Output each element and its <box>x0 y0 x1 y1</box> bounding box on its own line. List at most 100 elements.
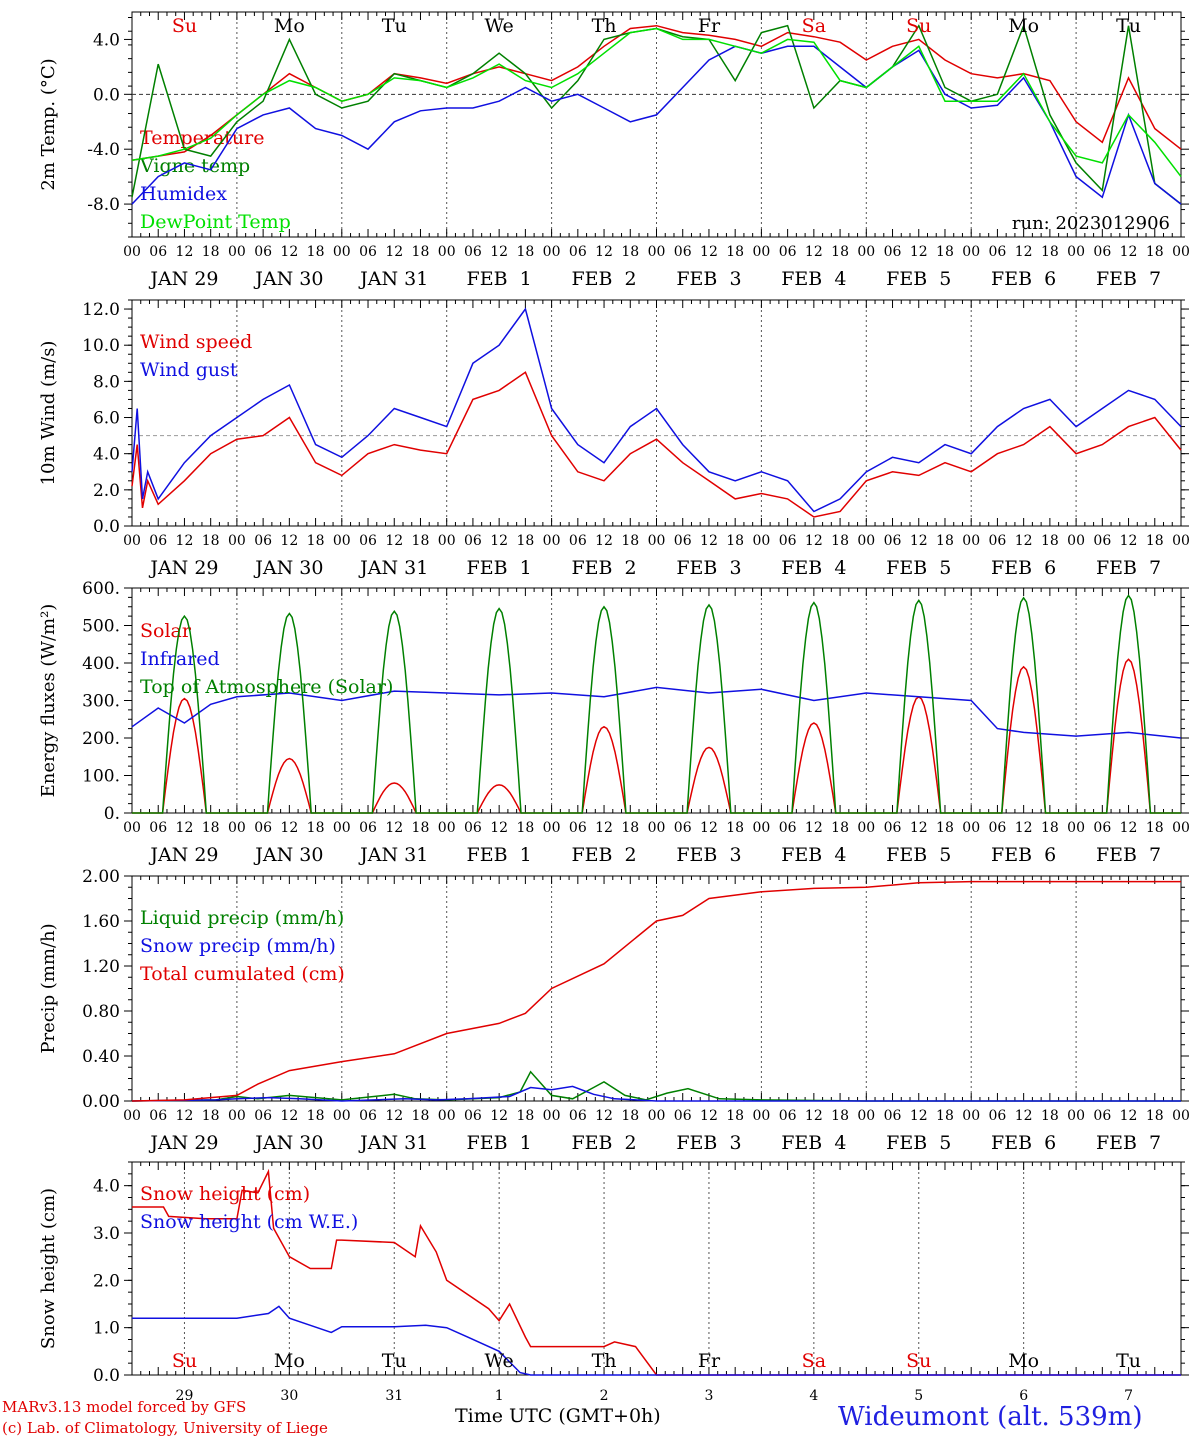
station-name: Wideumont (alt. 539m) <box>838 1402 1143 1432</box>
date-label: FEB 1 <box>467 268 532 290</box>
date-label: FEB 2 <box>571 1132 636 1154</box>
hour-tick-label: 00 <box>1172 1108 1190 1124</box>
hour-tick-label: 06 <box>464 533 482 549</box>
hour-tick-label: 00 <box>228 820 246 836</box>
hour-tick-label: 12 <box>805 1108 823 1124</box>
date-label: JAN 31 <box>358 1132 428 1154</box>
hour-tick-label: 06 <box>1093 533 1111 549</box>
day-name-label: Su <box>172 1350 197 1372</box>
hour-tick-label: 18 <box>516 820 534 836</box>
hour-tick-label: 18 <box>307 1108 325 1124</box>
hour-tick-label: 12 <box>700 1108 718 1124</box>
hour-tick-label: 18 <box>307 533 325 549</box>
hour-tick-label: 12 <box>805 820 823 836</box>
hour-tick-label: 12 <box>1015 244 1033 260</box>
hour-tick-label: 18 <box>831 1108 849 1124</box>
y-tick-label: 0. <box>104 804 120 824</box>
hour-tick-label: 18 <box>621 244 639 260</box>
day-number-label: 3 <box>704 1388 713 1404</box>
y-tick-label: 0.80 <box>82 1002 120 1022</box>
series-line-snow-height-cm- <box>132 1168 1181 1376</box>
hour-tick-label: 06 <box>569 820 587 836</box>
hour-tick-label: 00 <box>123 244 141 260</box>
hour-tick-label: 18 <box>621 820 639 836</box>
hour-tick-label: 18 <box>1041 244 1059 260</box>
hour-tick-label: 18 <box>1146 244 1164 260</box>
hour-tick-label: 06 <box>149 1108 167 1124</box>
series-line-dewpoint-temp <box>131 27 1182 178</box>
hour-tick-label: 06 <box>779 533 797 549</box>
hour-tick-label: 00 <box>857 244 875 260</box>
y-tick-label: 0.40 <box>82 1047 120 1067</box>
hour-tick-label: 06 <box>989 244 1007 260</box>
hour-tick-label: 06 <box>674 820 692 836</box>
hour-tick-label: 00 <box>648 820 666 836</box>
hour-tick-label: 06 <box>1093 820 1111 836</box>
y-tick-label: 1.20 <box>82 957 120 977</box>
date-label: JAN 30 <box>253 557 323 579</box>
y-tick-label: 3.0 <box>93 1224 120 1244</box>
date-label: JAN 29 <box>148 844 218 866</box>
hour-tick-label: 12 <box>1015 1108 1033 1124</box>
hour-tick-label: 18 <box>936 820 954 836</box>
hour-tick-label: 00 <box>438 244 456 260</box>
hour-tick-label: 00 <box>1067 533 1085 549</box>
hour-tick-label: 00 <box>543 820 561 836</box>
hour-tick-label: 18 <box>307 244 325 260</box>
day-name-label: Sa <box>802 15 826 37</box>
day-number-label: 6 <box>1019 1388 1028 1404</box>
hour-tick-label: 18 <box>1041 533 1059 549</box>
hour-tick-label: 12 <box>910 1108 928 1124</box>
hour-tick-label: 12 <box>700 533 718 549</box>
date-label: FEB 5 <box>886 268 951 290</box>
hour-tick-label: 18 <box>936 244 954 260</box>
y-tick-label: 2.0 <box>93 1271 120 1291</box>
panel-precip: 0.00 0.40 0.80 1.20 1.60 2.00 Precip (mm/h) Liq… <box>38 867 1190 1154</box>
date-label: FEB 5 <box>886 1132 951 1154</box>
y-tick-label: 1.60 <box>82 912 120 932</box>
y-tick-label: 400. <box>82 654 120 674</box>
date-label: FEB 6 <box>991 557 1056 579</box>
y-tick-label: 600. <box>82 579 120 599</box>
date-label: FEB 7 <box>1096 268 1161 290</box>
hour-tick-label: 12 <box>385 820 403 836</box>
hour-tick-label: 06 <box>359 820 377 836</box>
hour-tick-label: 12 <box>910 533 928 549</box>
hour-tick-label: 12 <box>805 533 823 549</box>
hour-tick-label: 06 <box>989 533 1007 549</box>
y-tick-label: 500. <box>82 617 120 637</box>
hour-tick-label: 00 <box>333 820 351 836</box>
day-name-label: We <box>485 15 514 37</box>
date-label: JAN 31 <box>358 557 428 579</box>
hour-tick-label: 12 <box>595 820 613 836</box>
hour-tick-label: 06 <box>359 244 377 260</box>
day-name-label: Fr <box>698 15 721 37</box>
hour-tick-label: 00 <box>1067 820 1085 836</box>
hour-tick-label: 06 <box>674 533 692 549</box>
hour-tick-label: 00 <box>752 1108 770 1124</box>
panel-wind: 0.0 2.0 4.0 6.0 8.0 10.0 12.0 10m Wind (m/s) Win… <box>38 299 1190 579</box>
date-label: JAN 31 <box>358 844 428 866</box>
series-line-liquid-precip-mm-h- <box>131 1070 1181 1102</box>
hour-tick-label: 00 <box>123 1108 141 1124</box>
hour-tick-label: 12 <box>700 820 718 836</box>
day-name-label: We <box>485 1350 514 1372</box>
hour-tick-label: 06 <box>779 244 797 260</box>
y-tick-label: 2.0 <box>93 481 120 501</box>
hour-tick-label: 18 <box>621 533 639 549</box>
series-line-wind-gust <box>131 307 1182 513</box>
y-axis-label: 2m Temp. (°C) <box>38 58 59 190</box>
day-number-label: 1 <box>495 1388 504 1404</box>
panel-frame <box>131 299 1182 527</box>
day-name-label: Mo <box>274 15 305 37</box>
day-name-label: Mo <box>1008 1350 1039 1372</box>
series-line-temperature <box>131 24 1182 161</box>
hour-tick-label: 00 <box>438 820 456 836</box>
y-tick-label: 10.0 <box>82 336 120 356</box>
hour-tick-label: 18 <box>1041 820 1059 836</box>
date-label: FEB 4 <box>781 268 846 290</box>
y-tick-label: 100. <box>82 767 120 787</box>
day-name-label: Fr <box>698 1350 721 1372</box>
hour-tick-label: 06 <box>254 820 272 836</box>
